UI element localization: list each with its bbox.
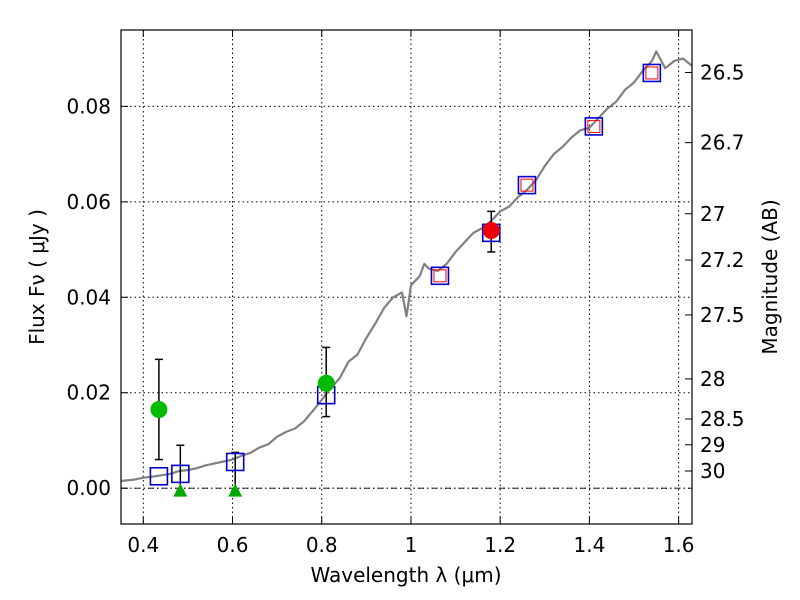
overlay-square [520,178,534,192]
upper-limit-triangle [173,483,188,497]
upper-limit-triangle [228,483,243,497]
y-tick-label: 0.00 [66,476,111,500]
y-tick-label: 0.02 [66,381,111,405]
x-tick-label: 1.6 [663,533,695,557]
magnitude-tick-label: 30 [700,459,725,483]
magnitude-tick-label: 26.5 [700,60,745,84]
ticks [121,30,692,524]
magnitude-tick-label: 28 [700,367,725,391]
x-tick-label: 0.4 [127,533,159,557]
magnitude-tick-label: 26.7 [700,131,745,155]
x-axis-title: Wavelength λ (μm) [310,563,501,587]
model-square [171,464,190,484]
x-tick-label: 0.6 [217,533,249,557]
x-tick-label: 1 [405,533,418,557]
x-tick-label: 1.2 [484,533,516,557]
model-square [517,175,537,195]
plot-frame [120,29,693,525]
observed-point [317,374,335,392]
model-square [430,266,450,286]
magnitude-tick-label: 27 [700,202,725,226]
spectrum [120,50,693,483]
overlay-square [433,269,447,283]
y-tick-label: 0.08 [66,94,111,118]
markers [149,63,662,497]
overlay-square [587,119,601,133]
y-tick-label: 0.06 [66,190,111,214]
y-axis-right-title: Magnitude (AB) [758,199,782,354]
x-tick-label: 0.8 [306,533,338,557]
error-bars [154,210,496,492]
overlay-square [645,66,659,80]
model-square [642,63,662,83]
model-square [584,117,604,136]
y-axis-title: Flux Fν ( μJy ) [25,209,49,345]
spectrum-line [120,50,693,483]
model-square [225,452,245,472]
grid [121,30,692,524]
magnitude-tick-label: 28.5 [700,407,745,431]
y-tick-label: 0.04 [66,285,111,309]
x-tick-label: 1.4 [573,533,605,557]
observed-point [150,400,168,418]
magnitude-tick-label: 27.5 [700,303,745,327]
magnitude-tick-label: 27.2 [700,248,745,272]
model-square [149,466,169,486]
magnitude-tick-label: 29 [700,433,725,457]
observed-point [482,221,500,239]
tick-labels: 0.4 0.6 0.8 1 1.2 1.4 1.6 0.00 0.02 0.04 0.06 0.08 2… [66,60,744,557]
